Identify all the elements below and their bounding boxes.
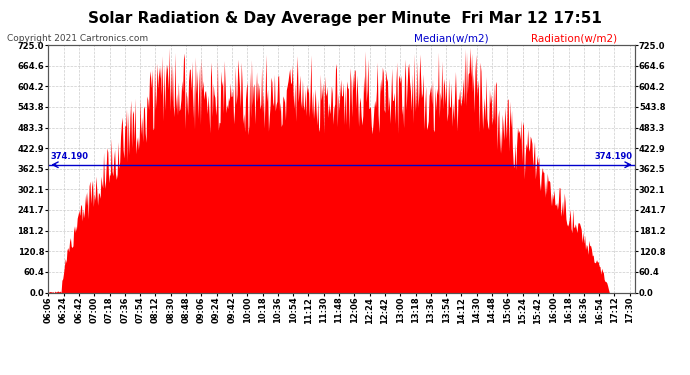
Text: Median(w/m2): Median(w/m2) (414, 34, 489, 44)
Text: 374.190: 374.190 (51, 152, 89, 160)
Text: 374.190: 374.190 (594, 152, 632, 160)
Text: Solar Radiation & Day Average per Minute  Fri Mar 12 17:51: Solar Radiation & Day Average per Minute… (88, 11, 602, 26)
Text: Copyright 2021 Cartronics.com: Copyright 2021 Cartronics.com (7, 34, 148, 43)
Text: Radiation(w/m2): Radiation(w/m2) (531, 34, 618, 44)
